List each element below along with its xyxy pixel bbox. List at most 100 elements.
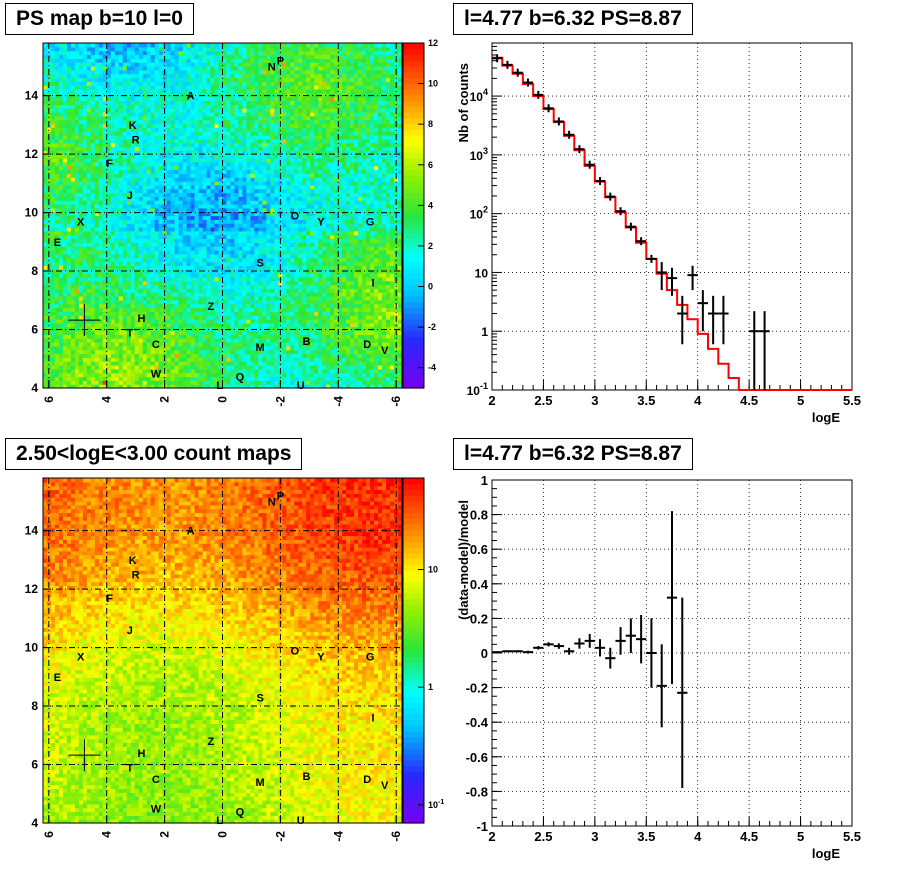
map-cell	[102, 211, 108, 217]
map-cell	[106, 73, 112, 79]
map-cell	[246, 215, 252, 220]
map-cell	[166, 250, 172, 255]
map-cell	[90, 150, 96, 155]
map-cell	[166, 296, 172, 301]
map-cell	[74, 211, 80, 217]
map-cell	[210, 265, 216, 270]
map-cell	[254, 77, 259, 82]
map-cell	[210, 376, 216, 381]
map-cell	[186, 123, 192, 128]
map-cell	[254, 284, 259, 289]
map-cell	[46, 73, 52, 79]
map-cell	[122, 250, 128, 255]
map-cell	[242, 265, 248, 270]
map-cell	[222, 334, 228, 339]
map-cell	[234, 246, 240, 251]
map-cell	[146, 100, 152, 105]
map-cell	[202, 50, 208, 56]
map-cell	[74, 207, 80, 213]
map-cell	[138, 89, 144, 94]
map-cell	[122, 184, 128, 190]
map-cell	[90, 376, 96, 381]
map-cell	[58, 311, 64, 316]
map-cell	[230, 123, 236, 128]
map-cell	[110, 154, 116, 159]
map-cell	[202, 92, 208, 98]
map-cell	[78, 146, 84, 151]
map-cell	[222, 119, 228, 125]
map-cell	[242, 81, 248, 86]
map-cell	[150, 85, 156, 90]
map-cell	[166, 273, 172, 278]
map-cell	[106, 92, 112, 98]
map-cell	[150, 361, 156, 366]
map-cell	[138, 131, 144, 136]
map-cell	[230, 58, 236, 63]
map-cell	[134, 204, 140, 209]
map-cell	[210, 307, 216, 312]
map-cell	[86, 384, 92, 389]
map-cell	[110, 207, 116, 213]
map-cell	[154, 112, 160, 117]
map-cell	[214, 334, 220, 339]
map-cell	[222, 380, 228, 385]
map-cell	[258, 192, 263, 197]
map-cell	[122, 376, 128, 381]
map-cell	[158, 188, 164, 194]
map-cell	[170, 269, 176, 274]
map-cell	[86, 77, 92, 82]
map-cell	[254, 158, 259, 163]
map-cell	[210, 192, 216, 197]
map-cell	[238, 296, 244, 301]
map-cell	[194, 365, 200, 370]
map-cell	[66, 181, 72, 186]
map-cell	[198, 303, 204, 309]
map-cell	[218, 345, 224, 351]
map-cell	[234, 376, 240, 381]
map-cell	[254, 326, 259, 332]
map-cell	[258, 181, 263, 186]
map-cell	[230, 319, 236, 324]
map-cell	[226, 273, 232, 278]
map-cell	[110, 284, 116, 289]
map-cell	[126, 115, 132, 121]
map-cell	[230, 211, 236, 217]
map-cell	[190, 315, 196, 320]
map-cell	[130, 73, 136, 79]
map-cell	[250, 119, 256, 125]
map-cell	[130, 85, 136, 90]
map-cell	[114, 223, 120, 228]
map-cell	[82, 349, 88, 355]
map-cell	[118, 338, 124, 343]
map-cell	[126, 288, 132, 293]
map-cell	[106, 204, 112, 209]
map-cell	[146, 376, 152, 381]
map-cell	[226, 62, 232, 67]
map-cell	[230, 46, 236, 52]
map-cell	[110, 104, 116, 109]
map-cell	[70, 131, 76, 136]
map-cell	[170, 54, 176, 59]
map-cell	[170, 257, 176, 263]
map-cell	[258, 188, 263, 194]
map-cell	[43, 81, 48, 86]
map-cell	[86, 330, 92, 335]
map-cell	[54, 46, 60, 52]
map-cell	[82, 112, 88, 117]
map-cell	[43, 58, 48, 63]
map-cell	[258, 315, 263, 320]
map-cell	[202, 284, 208, 289]
map-cell	[114, 326, 120, 332]
map-cell	[62, 357, 68, 362]
map-cell	[166, 376, 172, 381]
map-cell	[186, 215, 192, 220]
map-cell	[170, 250, 176, 255]
map-cell	[222, 284, 228, 289]
map-cell	[254, 273, 259, 278]
map-cell	[102, 219, 108, 224]
map-cell	[54, 104, 60, 109]
map-cell	[162, 345, 168, 351]
map-cell	[78, 200, 84, 205]
map-cell	[214, 150, 220, 155]
map-cell	[58, 92, 64, 98]
